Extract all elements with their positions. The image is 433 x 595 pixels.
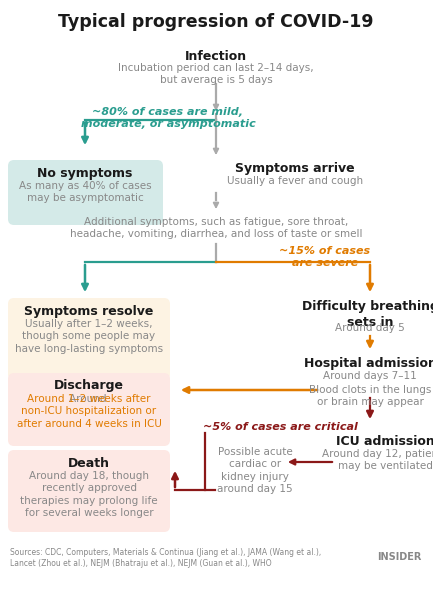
Text: Usually a fever and cough: Usually a fever and cough [227, 176, 363, 186]
Text: No symptoms: No symptoms [37, 167, 132, 180]
FancyArrowPatch shape [214, 203, 218, 207]
FancyArrowPatch shape [82, 123, 88, 142]
Text: Symptoms arrive: Symptoms arrive [235, 162, 355, 175]
Text: INSIDER: INSIDER [378, 552, 422, 562]
Text: ~80% of cases are mild,
moderate, or asymptomatic: ~80% of cases are mild, moderate, or asy… [81, 107, 255, 129]
Text: Blood clots in the lungs
or brain may appear: Blood clots in the lungs or brain may ap… [309, 385, 431, 408]
Text: Around 1–2 weeks after
non-ICU hospitalization or
after around 4 weeks in ICU: Around 1–2 weeks after non-ICU hospitali… [16, 394, 162, 429]
FancyArrowPatch shape [214, 105, 218, 109]
Text: Additional symptoms, such as fatigue, sore throat,
headache, vomiting, diarrhea,: Additional symptoms, such as fatigue, so… [70, 217, 362, 239]
FancyArrowPatch shape [82, 265, 88, 289]
Text: ~5% of cases are critical: ~5% of cases are critical [203, 422, 357, 432]
Text: Incubation period can last 2–14 days,
but average is 5 days: Incubation period can last 2–14 days, bu… [118, 63, 314, 86]
FancyBboxPatch shape [8, 298, 170, 380]
Text: Death: Death [68, 457, 110, 470]
FancyBboxPatch shape [8, 450, 170, 532]
FancyArrowPatch shape [367, 265, 373, 289]
Text: Discharge: Discharge [54, 379, 124, 392]
FancyBboxPatch shape [8, 373, 170, 446]
Text: Around: Around [68, 394, 110, 404]
Text: Hospital admission: Hospital admission [304, 357, 433, 370]
Text: Around day 18, though
recently approved
therapies may prolong life
for several w: Around day 18, though recently approved … [20, 471, 158, 518]
Text: Symptoms resolve: Symptoms resolve [24, 305, 154, 318]
Text: Around day 5: Around day 5 [335, 323, 405, 333]
FancyArrowPatch shape [172, 474, 178, 487]
Text: Infection: Infection [185, 50, 247, 63]
FancyArrowPatch shape [367, 341, 373, 346]
Text: Difficulty breathing
sets in: Difficulty breathing sets in [301, 300, 433, 329]
FancyArrowPatch shape [367, 411, 373, 416]
Text: Possible acute
cardiac or
kidney injury
around day 15: Possible acute cardiac or kidney injury … [217, 447, 293, 494]
Text: Typical progression of COVID-19: Typical progression of COVID-19 [58, 13, 374, 31]
Text: Usually after 1–2 weeks,
though some people may
have long-lasting symptoms: Usually after 1–2 weeks, though some peo… [15, 319, 163, 354]
FancyArrowPatch shape [290, 459, 332, 465]
Text: Around day 12, patients
may be ventilated: Around day 12, patients may be ventilate… [322, 449, 433, 471]
FancyBboxPatch shape [8, 160, 163, 225]
FancyArrowPatch shape [214, 149, 218, 153]
Text: Around days 7–11: Around days 7–11 [323, 371, 417, 381]
Text: ICU admission: ICU admission [336, 435, 433, 448]
Text: Sources: CDC, Computers, Materials & Continua (Jiang et al.), JAMA (Wang et al.): Sources: CDC, Computers, Materials & Con… [10, 548, 321, 568]
FancyArrowPatch shape [184, 387, 317, 393]
Text: ~15% of cases
are severe: ~15% of cases are severe [279, 246, 371, 268]
Text: As many as 40% of cases
may be asymptomatic: As many as 40% of cases may be asymptoma… [19, 181, 151, 203]
